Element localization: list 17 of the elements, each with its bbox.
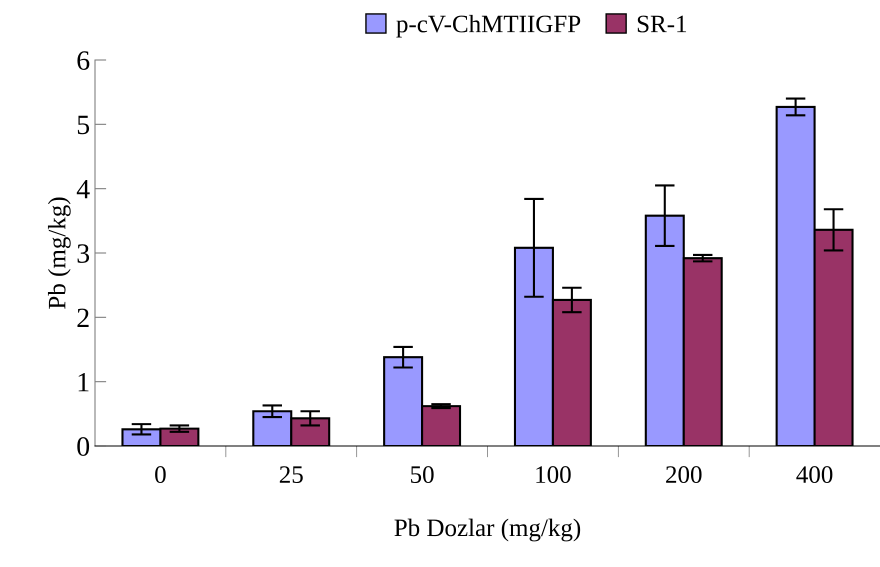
- x-tick-label: 0: [155, 466, 166, 484]
- y-tick-label: 5: [78, 116, 90, 134]
- y-tick-label: 1: [78, 372, 88, 392]
- x-tick-label: 100: [536, 466, 571, 484]
- x-tick-label: 400: [796, 466, 832, 484]
- x-tick-label: 25: [280, 466, 303, 484]
- y-tick-label: 0: [77, 437, 90, 456]
- y-axis-title: Pb (mg/kg): [48, 198, 71, 309]
- x-tick-label: 200: [666, 466, 702, 484]
- y-tick-label: 4: [76, 180, 90, 198]
- legend-label: p-cV-ChMTIIGFP: [396, 14, 580, 38]
- x-tick-label: 50: [411, 466, 434, 484]
- x-axis-title: Pb Dozlar (mg/kg): [394, 518, 580, 542]
- y-tick-label: 3: [78, 244, 90, 263]
- legend-label: SR-1: [638, 16, 686, 32]
- y-tick-label: 6: [77, 51, 90, 70]
- y-tick-label: 2: [77, 308, 89, 327]
